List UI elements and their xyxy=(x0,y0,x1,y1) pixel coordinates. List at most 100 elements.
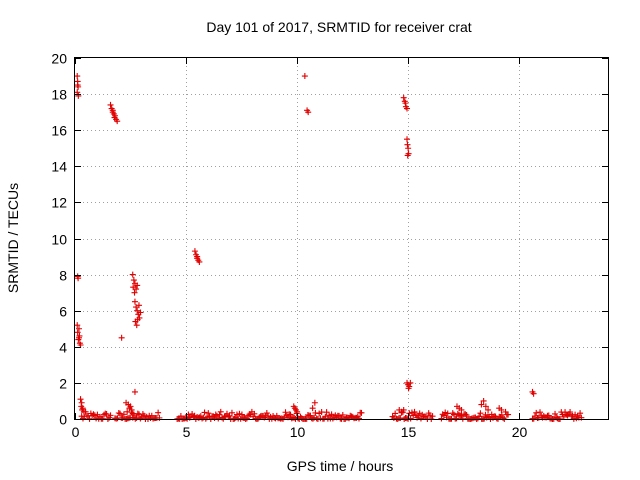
data-point xyxy=(557,415,564,422)
data-point xyxy=(74,82,81,89)
data-point xyxy=(358,409,365,416)
data-point xyxy=(134,282,141,289)
y-tick-label: 20 xyxy=(51,51,67,67)
data-point xyxy=(404,105,411,112)
data-point xyxy=(99,415,106,422)
data-point xyxy=(477,410,484,417)
data-point xyxy=(251,410,258,417)
data-point xyxy=(564,412,571,419)
data-point xyxy=(405,145,412,152)
data-point xyxy=(406,410,413,417)
data-point xyxy=(428,415,435,422)
data-point xyxy=(451,411,458,418)
data-point xyxy=(263,410,270,417)
data-point xyxy=(128,406,135,413)
data-point xyxy=(323,409,330,416)
data-point xyxy=(134,410,141,417)
y-tick-label: 12 xyxy=(51,195,67,211)
data-point xyxy=(501,415,508,422)
data-point xyxy=(137,309,144,316)
data-point xyxy=(75,325,82,332)
data-point xyxy=(336,412,343,419)
data-point xyxy=(104,415,111,422)
data-point xyxy=(339,411,346,418)
data-point xyxy=(311,399,318,406)
data-point xyxy=(74,73,81,80)
data-point xyxy=(329,415,336,422)
plot-frame xyxy=(74,57,609,420)
data-point xyxy=(109,107,116,114)
data-point xyxy=(429,413,436,420)
data-point xyxy=(412,411,419,418)
y-axis-label: SRMTID / TECUs xyxy=(5,183,21,293)
data-point xyxy=(194,253,201,260)
y-tick-label: 4 xyxy=(59,340,67,356)
data-point xyxy=(537,409,544,416)
data-point xyxy=(217,408,224,415)
data-point xyxy=(118,334,125,341)
x-tick-label: 15 xyxy=(401,424,417,440)
data-point xyxy=(305,109,312,116)
data-point xyxy=(303,415,310,422)
data-point xyxy=(404,136,411,143)
y-tick-label: 0 xyxy=(59,412,67,428)
data-point xyxy=(485,406,492,413)
data-point xyxy=(407,379,414,386)
data-point xyxy=(444,410,451,417)
y-tick-labels: 0 2 4 6 8 10 12 14 16 18 20 xyxy=(51,51,67,428)
data-point xyxy=(426,412,433,419)
data-point xyxy=(132,415,139,422)
data-point xyxy=(131,289,138,296)
x-tick-label: 0 xyxy=(72,424,80,440)
x-tick-labels: 0 5 10 15 20 xyxy=(72,424,528,440)
data-point xyxy=(74,329,81,336)
data-point xyxy=(201,409,208,416)
data-point xyxy=(394,415,401,422)
data-point xyxy=(75,92,82,99)
data-point xyxy=(552,410,559,417)
data-point xyxy=(111,114,118,121)
data-point xyxy=(478,401,485,408)
y-tick-label: 14 xyxy=(51,159,67,175)
data-point xyxy=(74,322,81,329)
data-point xyxy=(115,410,122,417)
data-point xyxy=(480,397,487,404)
data-point xyxy=(282,409,289,416)
data-point xyxy=(459,415,466,422)
y-tick-label: 18 xyxy=(51,87,67,103)
data-point xyxy=(577,410,584,417)
data-point xyxy=(75,275,82,282)
data-point xyxy=(498,406,505,413)
data-point xyxy=(130,277,137,284)
data-point xyxy=(405,385,412,392)
data-point xyxy=(482,403,489,410)
y-tick-label: 8 xyxy=(59,268,67,284)
data-point xyxy=(77,341,84,348)
x-axis-label: GPS time / hours xyxy=(287,458,394,474)
data-point xyxy=(91,412,98,419)
data-point xyxy=(75,334,82,341)
data-point xyxy=(397,415,404,422)
axis-ticks xyxy=(75,58,608,420)
data-point xyxy=(463,411,470,418)
data-point xyxy=(124,408,131,415)
y-tick-label: 2 xyxy=(59,376,67,392)
data-point xyxy=(404,152,411,159)
data-point xyxy=(505,411,512,418)
data-point xyxy=(103,411,110,418)
data-point xyxy=(307,412,314,419)
data-point xyxy=(131,388,138,395)
data-point xyxy=(416,410,423,417)
data-point xyxy=(129,271,136,278)
data-point xyxy=(438,415,445,422)
data-point xyxy=(205,410,212,417)
data-point xyxy=(129,410,136,417)
data-point xyxy=(404,141,411,148)
data-point xyxy=(107,412,114,419)
data-point xyxy=(462,411,469,418)
data-point xyxy=(133,286,140,293)
data-point xyxy=(390,415,397,422)
y-tick-label: 10 xyxy=(51,232,67,248)
data-point xyxy=(135,302,142,309)
